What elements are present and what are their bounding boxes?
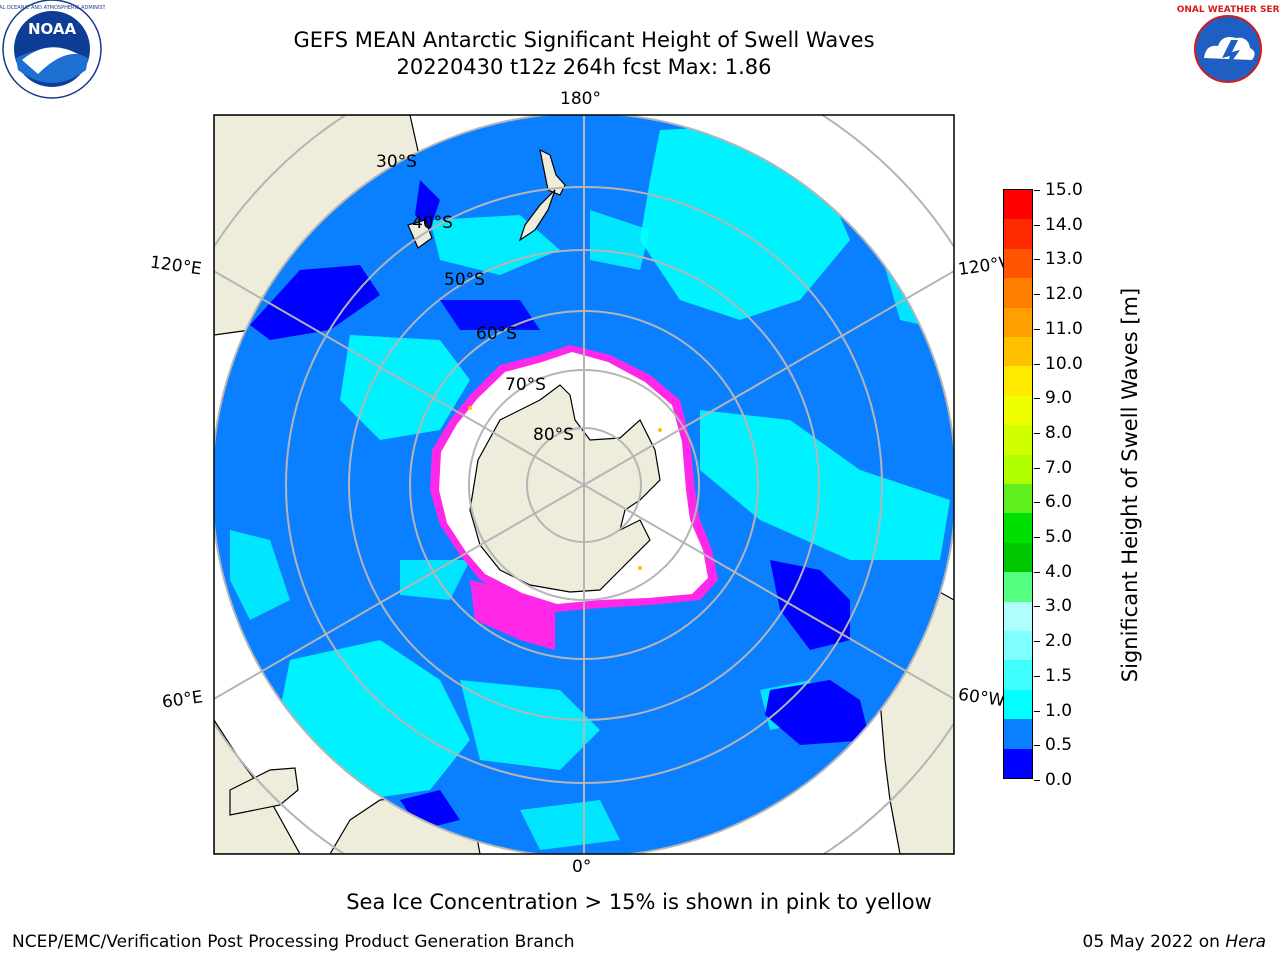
colorbar-segment (1004, 366, 1032, 397)
sea-ice-note: Sea Ice Concentration > 15% is shown in … (346, 890, 932, 914)
colorbar-tick (1034, 537, 1040, 539)
sea-ice-weddell (470, 580, 555, 650)
colorbar-tick-label: 6.0 (1045, 492, 1073, 513)
lat-label-40s: 40°S (412, 213, 453, 233)
svg-text:NATIONAL WEATHER SERVICE: NATIONAL WEATHER SERVICE (1176, 5, 1280, 15)
colorbar-segment (1004, 484, 1032, 514)
footer-date-text: 05 May 2022 on (1082, 932, 1220, 952)
colorbar-tick-label: 7.0 (1045, 457, 1073, 478)
colorbar-tick-label: 0.0 (1045, 770, 1073, 790)
colorbar-segment (1004, 337, 1032, 367)
map-title: GEFS MEAN Antarctic Significant Height o… (293, 28, 875, 52)
lat-label-70s: 70°S (505, 375, 546, 395)
colorbar-title: Significant Height of Swell Waves [m] (1118, 287, 1142, 683)
colorbar-segment (1004, 307, 1032, 338)
colorbar-tick (1034, 467, 1040, 469)
colorbar-segment (1004, 219, 1032, 250)
colorbar-tick (1034, 294, 1040, 296)
colorbar-segment (1004, 719, 1032, 750)
colorbar-segment (1004, 190, 1032, 220)
colorbar-segment (1004, 601, 1032, 632)
colorbar-tick-label: 2.0 (1045, 631, 1073, 652)
colorbar-segment (1004, 631, 1032, 661)
footer-branch: NCEP/EMC/Verification Post Processing Pr… (12, 932, 575, 952)
graticule (214, 115, 954, 854)
colorbar-tick-label: 3.0 (1045, 596, 1073, 617)
colorbar-tick (1034, 710, 1040, 712)
colorbar-tick (1034, 745, 1040, 747)
lon-label-0: 0° (572, 857, 592, 877)
colorbar-tick-label: 0.5 (1045, 735, 1073, 756)
colorbar-tick-label: 8.0 (1045, 422, 1073, 443)
colorbar-tick (1034, 224, 1040, 226)
national-weather-service-logo: NATIONAL WEATHER SERVICE (1176, 2, 1280, 96)
colorbar-tick (1034, 641, 1040, 643)
noaa-logo: NOAA NATIONAL OCEANIC AND ATMOSPHERIC AD… (0, 0, 105, 99)
new-zealand-south (518, 189, 556, 242)
colorbar-segment (1004, 660, 1032, 691)
colorbar-segment (1004, 425, 1032, 456)
antarctica-land (469, 384, 661, 593)
colorbar-tick (1034, 571, 1040, 573)
footer-machine: Hera (1225, 932, 1266, 952)
new-zealand-north (539, 148, 566, 196)
lat-label-80s: 80°S (533, 425, 574, 445)
colorbar-segment (1004, 572, 1032, 603)
colorbar-tick (1034, 398, 1040, 400)
colorbar-tick-label: 11.0 (1045, 318, 1083, 339)
map-subtitle: 20220430 t12z 264h fcst Max: 1.86 (396, 55, 772, 79)
colorbar-segment (1004, 689, 1032, 720)
colorbar-tick (1034, 675, 1040, 677)
colorbar-segment (1004, 248, 1032, 279)
colorbar-tick-label: 15.0 (1045, 180, 1083, 200)
colorbar-segment (1004, 542, 1032, 573)
colorbar-tick (1034, 190, 1040, 191)
colorbar-segment (1004, 278, 1032, 309)
colorbar-tick (1034, 502, 1040, 504)
lat-label-60s: 60°S (476, 324, 517, 344)
colorbar-tick (1034, 259, 1040, 261)
colorbar-tick (1034, 328, 1040, 330)
colorbar-tick (1034, 363, 1040, 365)
colorbar-tick-label: 4.0 (1045, 561, 1073, 582)
lat-label-30s: 30°S (376, 152, 417, 172)
colorbar-segment (1004, 395, 1032, 426)
colorbar-tick (1034, 780, 1040, 781)
svg-text:NOAA: NOAA (28, 20, 77, 38)
footer-date: 05 May 2022 on Hera (1083, 932, 1267, 952)
lat-label-50s: 50°S (444, 270, 485, 290)
svg-text:NATIONAL OCEANIC AND ATMOSPHER: NATIONAL OCEANIC AND ATMOSPHERIC ADMINIS… (0, 5, 105, 11)
colorbar-segment (1004, 513, 1032, 544)
colorbar-tick-label: 9.0 (1045, 388, 1073, 409)
lon-label-180: 180° (560, 89, 601, 109)
colorbar-segment (1004, 748, 1032, 779)
colorbar-tick-label: 10.0 (1045, 353, 1083, 374)
colorbar-segment (1004, 454, 1032, 485)
colorbar-tick-label: 13.0 (1045, 249, 1083, 270)
colorbar-tick (1034, 432, 1040, 434)
map-border (213, 114, 955, 855)
colorbar (1003, 189, 1033, 779)
colorbar-tick-label: 5.0 (1045, 527, 1073, 548)
colorbar-tick-label: 1.5 (1045, 665, 1073, 686)
colorbar-tick-label: 12.0 (1045, 284, 1083, 305)
colorbar-tick-label: 14.0 (1045, 214, 1083, 235)
colorbar-tick (1034, 606, 1040, 608)
colorbar-tick-label: 1.0 (1045, 700, 1073, 721)
